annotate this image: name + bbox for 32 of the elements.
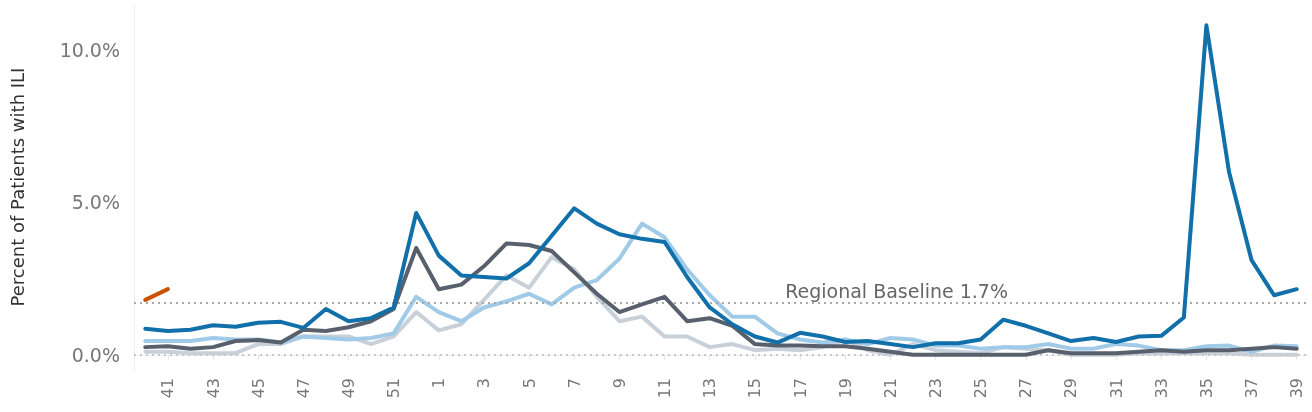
x-tick-label: 49 <box>338 378 358 399</box>
x-tick-label: 15 <box>745 378 765 399</box>
x-tick-label: 33 <box>1151 378 1171 399</box>
x-tick-label: 23 <box>925 378 945 399</box>
x-tick-label: 25 <box>971 378 991 399</box>
x-tick-label: 29 <box>1061 378 1081 399</box>
y-tick-label: 5.0% <box>71 191 120 214</box>
x-tick-label: 3 <box>474 378 494 389</box>
y-axis-title: Percent of Patients with ILI <box>6 67 28 307</box>
x-tick-label: 27 <box>1016 378 1036 399</box>
x-tick-label: 37 <box>1242 378 1262 399</box>
x-tick-label: 39 <box>1287 378 1307 399</box>
x-tick-label: 47 <box>293 378 313 399</box>
x-tick-label: 17 <box>790 378 810 399</box>
x-tick-label: 21 <box>880 378 900 399</box>
y-tick-label: 0.0% <box>71 343 120 366</box>
x-tick-label: 1 <box>429 378 449 389</box>
x-tick-label: 19 <box>835 378 855 399</box>
x-tick-label: 11 <box>655 378 675 399</box>
line-series <box>143 23 1299 350</box>
x-tick-label: 9 <box>609 378 629 389</box>
y-tick-label: 10.0% <box>59 38 120 61</box>
x-tick-label: 5 <box>519 378 539 389</box>
ref-line-label: Regional Baseline 1.7% <box>785 280 1008 303</box>
x-tick-label: 13 <box>700 378 720 399</box>
x-tick-label: 51 <box>384 378 404 399</box>
x-tick-label: 41 <box>158 378 178 399</box>
x-tick-label: 7 <box>564 378 584 389</box>
x-tick-label: 31 <box>1106 378 1126 399</box>
x-tick-label: 35 <box>1196 378 1216 399</box>
x-tick-label: 45 <box>248 378 268 399</box>
x-tick-label: 43 <box>203 378 223 399</box>
